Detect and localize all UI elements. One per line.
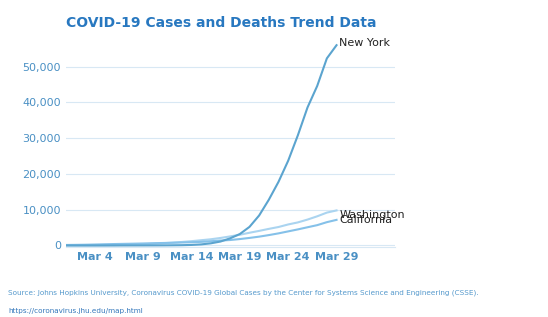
Text: California: California	[339, 216, 392, 225]
Text: https://coronavirus.jhu.edu/map.html: https://coronavirus.jhu.edu/map.html	[8, 308, 143, 314]
Text: New York: New York	[339, 38, 390, 49]
Text: Source: Johns Hopkins University, Coronavirus COVID-19 Global Cases by the Cente: Source: Johns Hopkins University, Corona…	[8, 290, 479, 296]
Text: COVID-19 Cases and Deaths Trend Data: COVID-19 Cases and Deaths Trend Data	[66, 16, 376, 30]
Text: Washington: Washington	[339, 210, 405, 220]
